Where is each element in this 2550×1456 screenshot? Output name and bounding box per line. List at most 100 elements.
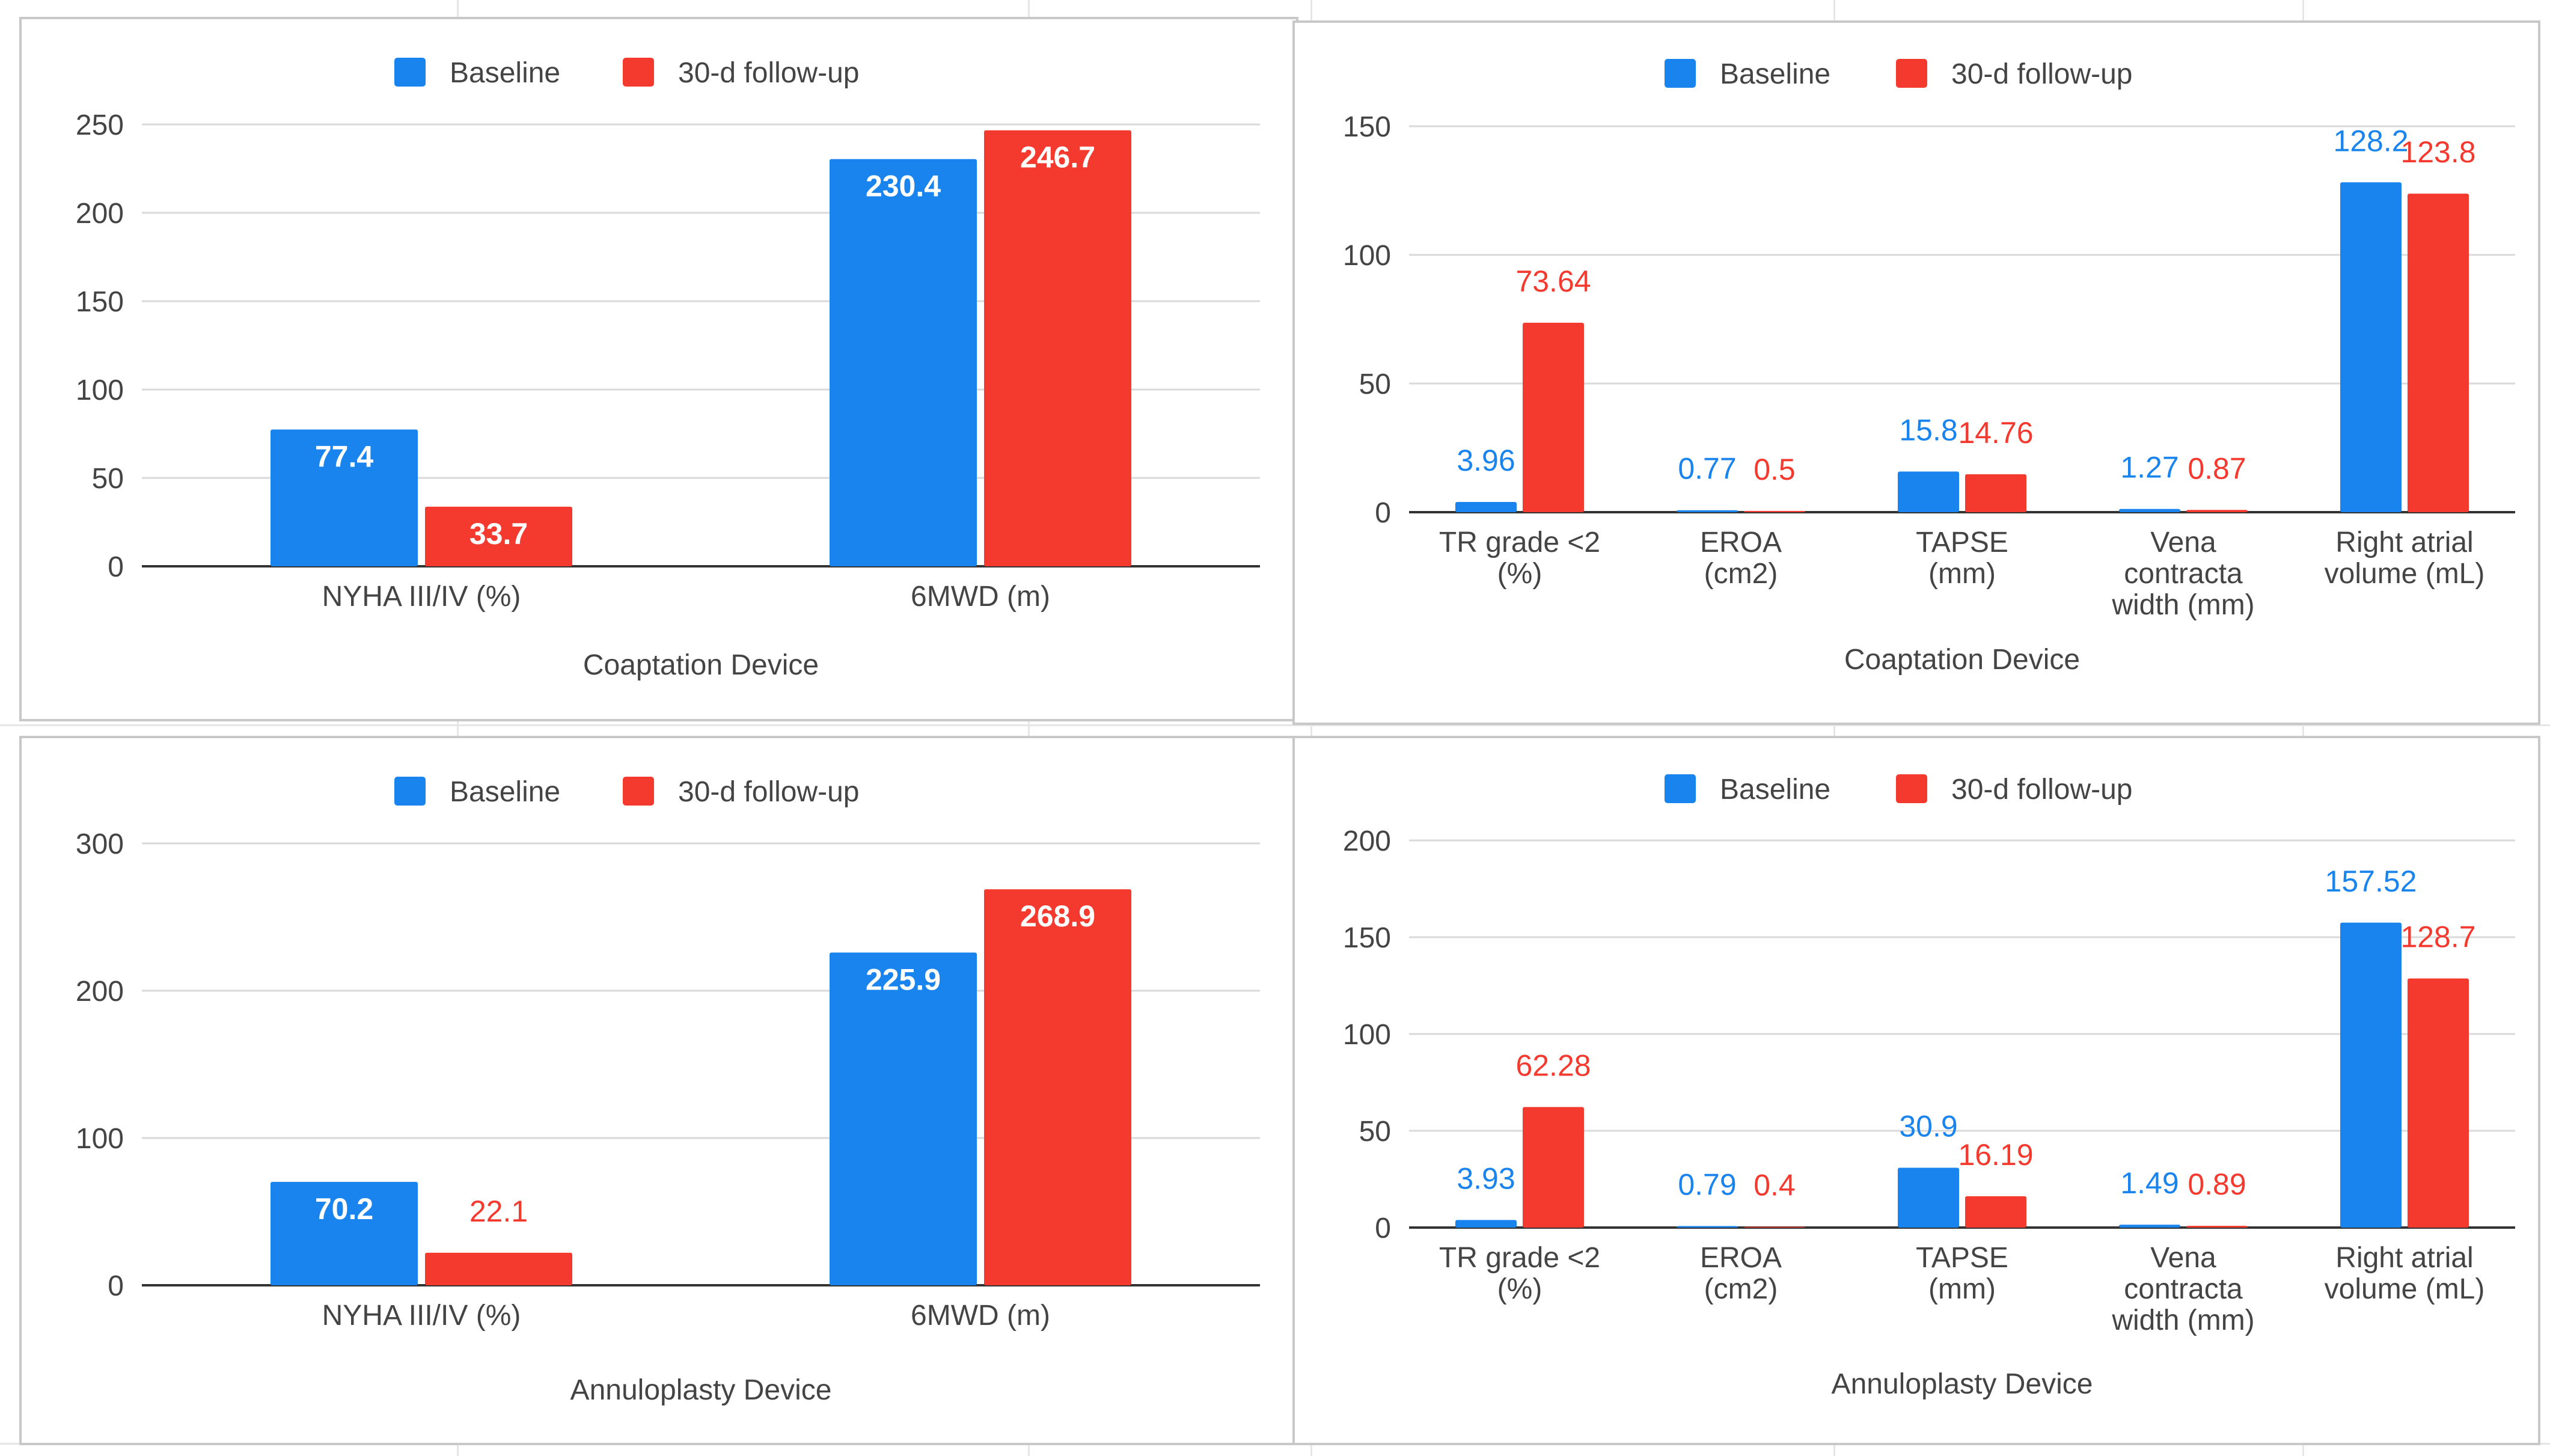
data-label-baseline: 0.79 — [1678, 1167, 1736, 1201]
data-label-followup: 246.7 — [1020, 141, 1095, 174]
y-tick-label: 0 — [1375, 497, 1391, 529]
y-tick-label: 100 — [76, 375, 124, 406]
sheet-gridline — [1833, 0, 1835, 1456]
x-category-label: (mm) — [1928, 558, 1996, 590]
data-label-followup: 16.19 — [1958, 1138, 2033, 1172]
bar-followup — [425, 1252, 572, 1285]
bar-followup — [1523, 1107, 1584, 1228]
legend-swatch-followup — [623, 777, 654, 806]
x-category-label: contracta — [2124, 1273, 2243, 1305]
y-tick-label: 300 — [76, 828, 124, 860]
data-label-baseline: 225.9 — [866, 963, 941, 997]
data-label-followup: 33.7 — [469, 517, 528, 551]
bar-followup — [984, 130, 1131, 566]
x-category-label: (cm2) — [1704, 558, 1778, 590]
chart-svg: Baseline 30-d follow-up 0 50 100 150 200 3.93 62… — [1343, 774, 2515, 1400]
bar-followup — [1965, 1196, 2026, 1228]
data-label-followup: 22.1 — [469, 1194, 528, 1228]
chart-annuloplasty-clinical[interactable]: Baseline 30-d follow-up 0 100 200 300 70.2 22.1… — [19, 736, 1298, 1445]
legend-label-followup: 30-d follow-up — [1951, 58, 2133, 90]
sheet-gridline — [1310, 0, 1312, 1456]
bar-baseline — [1455, 502, 1517, 512]
data-label-baseline: 1.27 — [2120, 451, 2179, 485]
x-category-label: 6MWD (m) — [911, 581, 1050, 613]
y-tick-label: 150 — [1343, 922, 1391, 954]
legend-swatch-baseline — [1665, 774, 1696, 803]
x-category-label: EROA — [1700, 527, 1782, 558]
x-category-label: TR grade <2 — [1439, 527, 1600, 558]
bar-followup — [1744, 510, 1805, 512]
y-tick-label: 50 — [1359, 369, 1391, 400]
bar-baseline — [2340, 922, 2402, 1228]
y-tick-label: 250 — [76, 109, 124, 141]
bar-followup — [984, 889, 1131, 1285]
x-category-label: (mm) — [1928, 1273, 1996, 1305]
x-category-label: volume (mL) — [2325, 1273, 2485, 1305]
data-label-followup: 0.4 — [1754, 1169, 1796, 1202]
y-tick-label: 200 — [76, 976, 124, 1008]
x-axis-title: Annuloplasty Device — [570, 1374, 832, 1406]
y-tick-label: 0 — [108, 1270, 124, 1302]
bar-baseline — [830, 159, 977, 566]
y-tick-label: 50 — [1359, 1116, 1391, 1148]
bar-baseline — [2119, 509, 2180, 512]
data-label-followup: 0.89 — [2188, 1167, 2246, 1201]
data-label-baseline: 3.93 — [1457, 1161, 1515, 1195]
data-label-baseline: 3.96 — [1457, 444, 1515, 477]
data-label-baseline: 0.77 — [1678, 452, 1736, 486]
bar-followup — [1523, 322, 1584, 512]
data-label-baseline: 70.2 — [315, 1192, 373, 1226]
data-label-followup: 0.87 — [2188, 451, 2246, 485]
data-label-followup: 0.5 — [1754, 453, 1796, 486]
legend-swatch-followup — [1896, 59, 1927, 88]
x-category-label: TAPSE — [1916, 527, 2008, 558]
x-category-label: 6MWD (m) — [911, 1300, 1050, 1332]
chart-svg: Baseline 30-d follow-up 0 100 200 300 70.2 22.1… — [76, 776, 1260, 1406]
bar-baseline — [1898, 471, 1959, 512]
bar-followup — [2408, 978, 2469, 1228]
data-label-baseline: 128.2 — [2333, 124, 2408, 158]
y-tick-label: 0 — [108, 551, 124, 583]
data-label-followup: 73.64 — [1515, 265, 1591, 298]
chart-coaptation-echo[interactable]: Baseline 30-d follow-up 0 50 100 150 3.96 73.64… — [1292, 20, 2540, 725]
y-tick-label: 200 — [1343, 825, 1391, 857]
data-label-baseline: 77.4 — [315, 439, 374, 473]
bar-baseline — [2340, 182, 2402, 513]
bar-baseline — [830, 952, 977, 1285]
chart-svg: Baseline 30-d follow-up 0 50 100 150 3.96 73.64… — [1343, 58, 2515, 676]
data-label-followup: 14.76 — [1958, 416, 2033, 450]
x-category-label: contracta — [2124, 558, 2243, 590]
bar-baseline — [271, 1182, 418, 1285]
chart-annuloplasty-echo[interactable]: Baseline 30-d follow-up 0 50 100 150 200 3.93 62… — [1292, 736, 2540, 1445]
bar-followup — [1744, 1226, 1805, 1228]
data-label-baseline: 30.9 — [1899, 1110, 1957, 1143]
y-tick-label: 50 — [92, 463, 124, 495]
chart-coaptation-clinical[interactable]: Baseline 30-d follow-up 0 50 100 150 200 250 77.… — [19, 17, 1298, 721]
data-label-followup: 123.8 — [2400, 135, 2475, 169]
x-axis-title: Annuloplasty Device — [1832, 1368, 2093, 1400]
bar-followup — [425, 506, 572, 566]
bar-followup — [2186, 1226, 2248, 1228]
data-label-baseline: 157.52 — [2325, 864, 2417, 898]
x-category-label: Vena — [2150, 1242, 2216, 1274]
x-axis-title: Coaptation Device — [1844, 644, 2080, 676]
sheet-gridline — [457, 0, 459, 1456]
y-tick-label: 0 — [1375, 1213, 1391, 1244]
x-category-label: TAPSE — [1916, 1242, 2008, 1274]
x-category-label: Right atrial — [2335, 527, 2473, 558]
x-category-label: width (mm) — [2111, 1305, 2254, 1336]
x-category-label: EROA — [1700, 1242, 1782, 1274]
x-category-label: Vena — [2150, 527, 2216, 558]
bar-followup — [2186, 510, 2248, 512]
legend-label-followup: 30-d follow-up — [678, 57, 860, 89]
bar-baseline — [1898, 1167, 1959, 1228]
y-tick-label: 150 — [1343, 111, 1391, 143]
legend-label-baseline: Baseline — [450, 57, 560, 89]
x-category-label: NYHA III/IV (%) — [322, 1300, 521, 1332]
legend-label-baseline: Baseline — [1720, 774, 1830, 806]
legend-swatch-followup — [1896, 774, 1927, 803]
x-category-label: NYHA III/IV (%) — [322, 581, 521, 613]
y-tick-label: 150 — [76, 286, 124, 318]
bar-baseline — [271, 429, 418, 566]
data-label-followup: 268.9 — [1020, 899, 1095, 933]
